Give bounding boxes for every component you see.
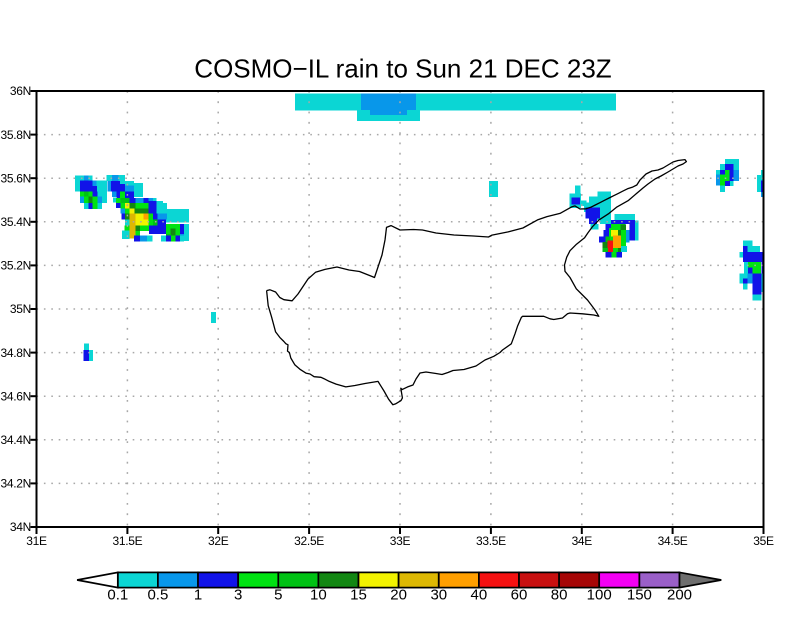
svg-text:5: 5	[274, 587, 282, 604]
svg-text:34E: 34E	[572, 534, 593, 548]
svg-text:35N: 35N	[10, 302, 31, 316]
svg-text:COSMO−IL rain to Sun 21 DEC 23: COSMO−IL rain to Sun 21 DEC 23Z	[194, 54, 612, 84]
svg-text:31.5E: 31.5E	[112, 534, 142, 548]
svg-text:0.1: 0.1	[107, 587, 128, 604]
svg-text:200: 200	[667, 587, 692, 604]
svg-text:60: 60	[511, 587, 528, 604]
svg-text:35E: 35E	[753, 534, 774, 548]
svg-text:35.4N: 35.4N	[0, 215, 31, 229]
svg-text:15: 15	[350, 587, 367, 604]
svg-text:34.2N: 34.2N	[0, 477, 31, 491]
svg-text:36N: 36N	[10, 84, 31, 98]
svg-text:1: 1	[194, 587, 202, 604]
svg-text:32.5E: 32.5E	[294, 534, 324, 548]
svg-text:10: 10	[310, 587, 327, 604]
svg-text:0.5: 0.5	[147, 587, 168, 604]
svg-text:40: 40	[471, 587, 488, 604]
svg-text:3: 3	[234, 587, 242, 604]
svg-text:33E: 33E	[390, 534, 411, 548]
svg-text:100: 100	[587, 587, 612, 604]
svg-text:34.4N: 34.4N	[0, 433, 31, 447]
svg-text:80: 80	[551, 587, 568, 604]
svg-text:150: 150	[627, 587, 652, 604]
svg-text:35.2N: 35.2N	[0, 259, 31, 273]
svg-text:35.6N: 35.6N	[0, 171, 31, 185]
svg-text:35.8N: 35.8N	[0, 128, 31, 142]
svg-text:32E: 32E	[208, 534, 229, 548]
svg-text:34.8N: 34.8N	[0, 346, 31, 360]
svg-text:34.5E: 34.5E	[658, 534, 688, 548]
svg-text:34N: 34N	[10, 520, 31, 534]
svg-text:31E: 31E	[26, 534, 47, 548]
svg-text:33.5E: 33.5E	[476, 534, 506, 548]
svg-text:20: 20	[390, 587, 407, 604]
svg-text:34.6N: 34.6N	[0, 389, 31, 403]
svg-text:30: 30	[430, 587, 447, 604]
